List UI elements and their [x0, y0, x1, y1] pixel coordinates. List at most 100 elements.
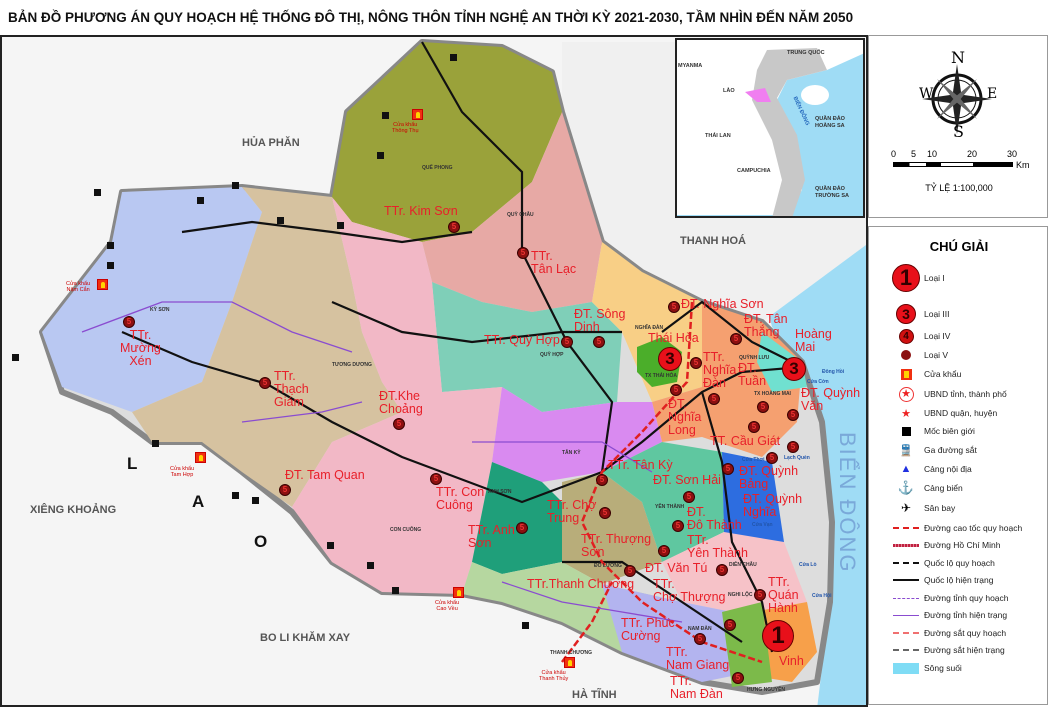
urban-marker[interactable]: 5: [596, 474, 608, 486]
province-map-svg: [2, 37, 866, 705]
urban-marker[interactable]: 5: [658, 545, 670, 557]
coast-label: Cửa Hội: [812, 593, 832, 599]
anchor-icon: ⚓: [897, 480, 915, 495]
urban-marker[interactable]: 5: [757, 401, 769, 413]
star-circle-icon: ★: [891, 385, 921, 403]
town-label: TTr. Nghĩa Đàn: [703, 350, 737, 391]
legend-item-label: UBND quận, huyện: [924, 408, 998, 418]
urban-marker[interactable]: 5: [787, 409, 799, 421]
town-label: ĐT. Tuần: [738, 361, 767, 389]
legend-item-label: Đường tỉnh hiện trạng: [924, 610, 1008, 620]
town-label: TTr. Quỳ Hợp: [484, 333, 560, 347]
urban-marker[interactable]: 5: [766, 452, 778, 464]
compass-rose-icon: [922, 64, 992, 134]
urban-marker[interactable]: 5: [787, 441, 799, 453]
urban-marker[interactable]: 5: [754, 589, 766, 601]
sea: [752, 242, 866, 705]
town-label: TTr. Nam Đàn: [670, 674, 723, 702]
town-label: ĐT.Khe Choảng: [379, 389, 423, 417]
town-label: ĐT. Nghĩa Long: [668, 397, 702, 438]
urban-type-5-icon: [891, 346, 921, 364]
inset-svg: [677, 40, 863, 216]
line-red-hatched-icon: [891, 536, 921, 554]
provincial-roads: [81, 301, 683, 623]
district-label: NGHI LỘC: [728, 592, 753, 598]
legend-item-label: UBND tỉnh, thành phố: [924, 389, 1007, 399]
line-rail-planned-icon: [891, 624, 921, 642]
urban-marker[interactable]: 5: [690, 357, 702, 369]
town-label: TTr. Tân Lạc: [531, 249, 577, 277]
border-gate-label: Cửa khẩu Tam Hợp: [170, 466, 195, 479]
urban-marker[interactable]: 5: [259, 377, 271, 389]
urban-marker[interactable]: 5: [672, 520, 684, 532]
train-icon: 🚆: [899, 444, 913, 457]
urban-marker[interactable]: 5: [716, 564, 728, 576]
urban-marker[interactable]: 5: [730, 333, 742, 345]
urban-marker[interactable]: 5: [732, 672, 744, 684]
urban-marker[interactable]: 3: [658, 347, 682, 371]
label-hua-phan: HỦA PHĂN: [242, 137, 300, 149]
compass-north: N: [951, 48, 965, 67]
label-bien-dong: BIỂN ĐÔNG: [835, 432, 860, 574]
urban-marker[interactable]: 5: [517, 247, 529, 259]
urban-marker[interactable]: 5: [561, 336, 573, 348]
urban-marker[interactable]: 5: [722, 463, 734, 475]
border-gate-icon: [97, 279, 108, 290]
urban-marker[interactable]: 5: [599, 507, 611, 519]
district-label: NAM ĐÀN: [688, 626, 712, 632]
inset-label: TRUNG QUỐC: [787, 50, 825, 56]
black-square-icon: [891, 422, 921, 440]
legend-item-label: Ga đường sắt: [924, 445, 977, 455]
urban-marker[interactable]: 5: [448, 221, 460, 233]
coast-label: Cửa Vạn: [752, 522, 773, 528]
town-label: TTr. Anh Sơn: [468, 523, 515, 551]
coast-label: Đông Hồi: [822, 369, 845, 375]
scale-tick: 10: [927, 149, 938, 159]
inset-label: CAMPUCHIA: [737, 168, 771, 174]
urban-marker[interactable]: 5: [748, 421, 760, 433]
urban-marker[interactable]: 5: [393, 418, 405, 430]
town-label: TTr. Con Cuông: [436, 485, 485, 513]
urban-marker[interactable]: 5: [516, 522, 528, 534]
town-label: ĐT. Sơn Hải: [653, 473, 721, 487]
urban-marker[interactable]: 5: [708, 393, 720, 405]
urban-marker[interactable]: 5: [694, 633, 706, 645]
expressway-planned: [561, 301, 763, 664]
district-label: TÂN KỲ: [562, 450, 581, 456]
urban-marker[interactable]: 5: [624, 565, 636, 577]
coast-label: Cửa Thơi: [742, 457, 765, 463]
urban-marker[interactable]: 5: [430, 473, 442, 485]
inset-label: THÁI LAN: [705, 133, 731, 139]
urban-type-1-icon: 1: [891, 264, 921, 292]
urban-marker[interactable]: 5: [593, 336, 605, 348]
legend-panel: CHÚ GIẢI 1 Loại I 3 Loại III 4 Loại IV Loại V C…: [868, 226, 1048, 705]
town-label: TTr. Thạch Giám: [274, 369, 309, 410]
urban-marker[interactable]: 5: [123, 316, 135, 328]
national-roads: [121, 41, 803, 653]
map-title: BẢN ĐỒ PHƯƠNG ÁN QUY HOẠCH HỆ THỐNG ĐÔ T…: [8, 10, 854, 25]
border-gate-icon: [891, 365, 921, 383]
town-label: Vinh: [779, 654, 804, 668]
urban-marker[interactable]: 3: [782, 357, 806, 381]
legend-item-label: Đường cao tốc quy hoạch: [924, 523, 1023, 533]
legend-title: CHÚ GIẢI: [929, 239, 989, 254]
district-label: DIỄN CHÂU: [729, 562, 757, 568]
urban-marker[interactable]: 5: [279, 484, 291, 496]
urban-marker[interactable]: 5: [670, 384, 682, 396]
urban-marker[interactable]: 5: [668, 301, 680, 313]
border-gate-label: Cửa khẩu Thông Thụ: [392, 122, 419, 135]
town-label: TTr.Thanh Chương: [527, 577, 635, 591]
border-gate-icon: [412, 109, 423, 120]
label-lao-l: L: [127, 454, 138, 473]
inset-label: LÀO: [723, 88, 735, 94]
town-label: ĐT. Tam Quan: [285, 468, 365, 482]
town-label: ĐT. Quỳnh Bảng: [739, 464, 799, 492]
urban-type-4-icon: 4: [891, 327, 921, 345]
urban-marker[interactable]: 5: [683, 491, 695, 503]
district-label: QUỲ HỢP: [540, 352, 564, 358]
star-icon: ★: [901, 407, 911, 420]
urban-marker[interactable]: 5: [724, 619, 736, 631]
town-label: TTr. Mường Xén: [120, 328, 161, 369]
border-markers: [12, 54, 529, 629]
urban-marker[interactable]: 1: [762, 620, 794, 652]
